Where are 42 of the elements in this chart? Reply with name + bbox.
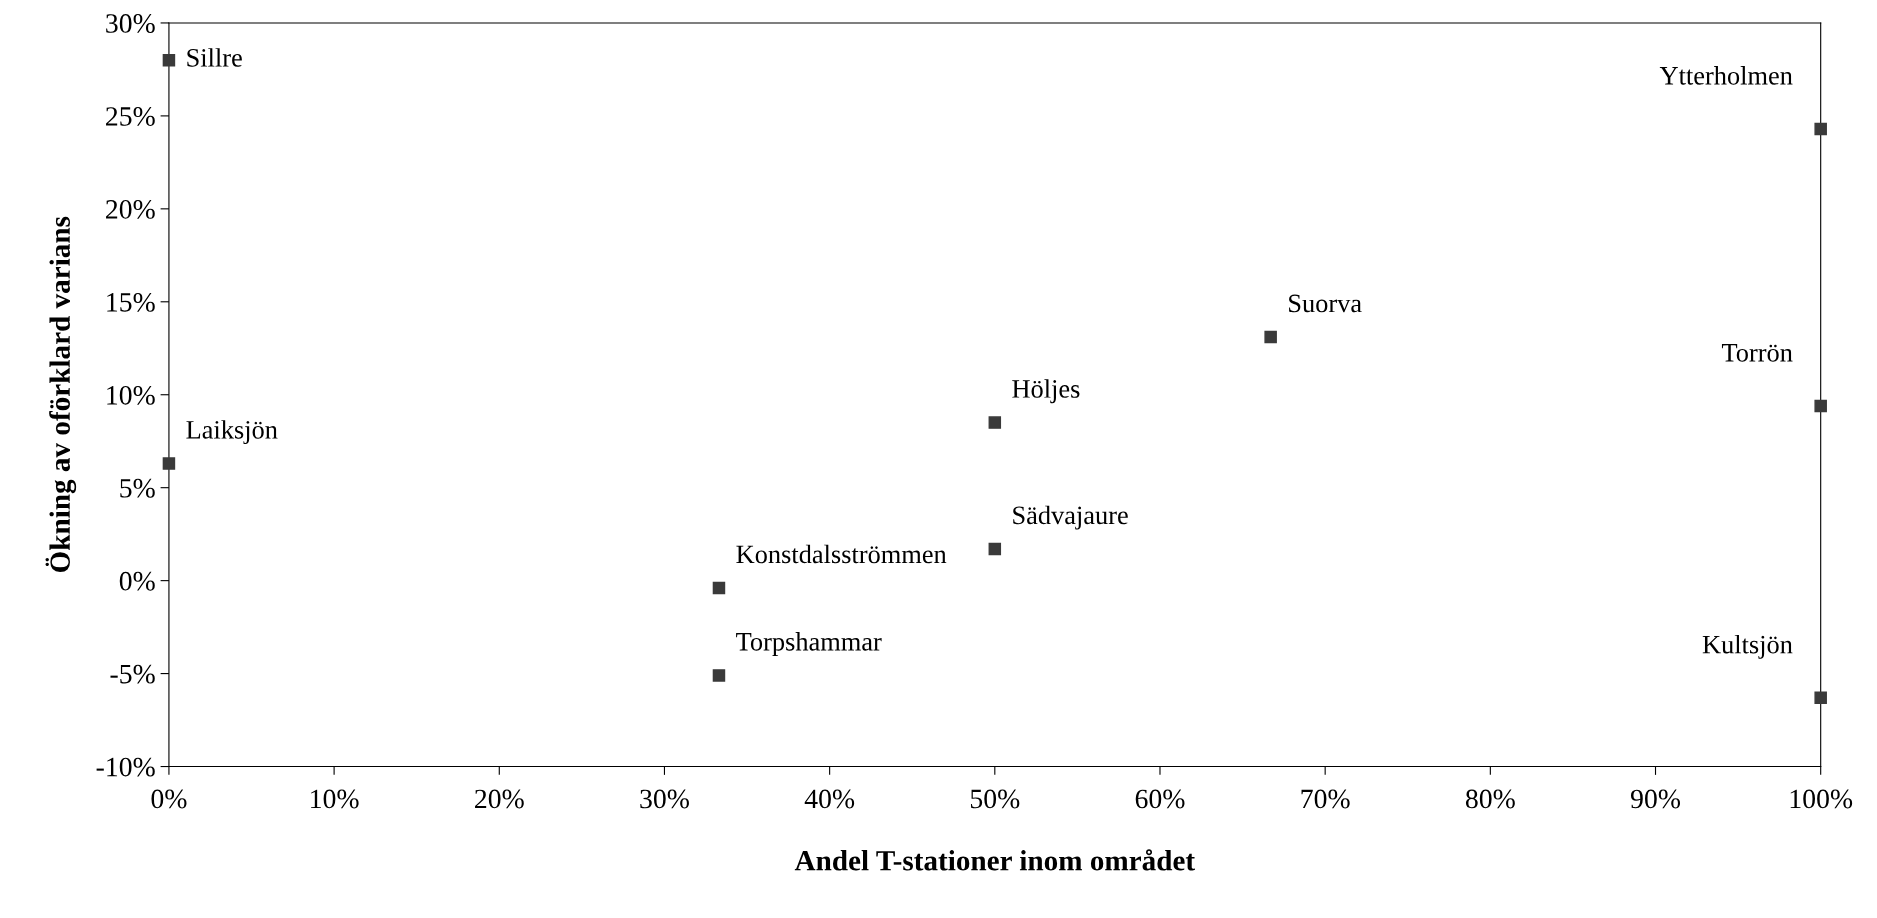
y-tick-label: 20% [106, 200, 155, 219]
point [712, 581, 726, 595]
annotation: Torrön [1721, 344, 1793, 362]
y-tick-label: 0% [119, 571, 155, 591]
point [712, 669, 726, 682]
annotation: Sädvajaure [1013, 505, 1128, 530]
y-tick-label: -10% [96, 757, 155, 777]
annotation: Höljes [1012, 379, 1080, 404]
y-axis-title: Ökning av oförklard varians [45, 216, 77, 572]
x-tick-label: 100% [1790, 789, 1853, 809]
annotation: Torpshammar [736, 632, 882, 656]
point [1264, 330, 1277, 344]
x-tick-label: 50% [970, 789, 1020, 809]
y-tick-label: 15% [107, 292, 155, 312]
x-tick-label: 30% [640, 789, 689, 809]
y-tick-label: -5% [110, 664, 155, 684]
x-tick-label: 60% [1135, 789, 1185, 809]
x-tick-label: 20% [475, 789, 524, 809]
annotation: Sillre [187, 48, 242, 67]
x-tick-label: 70% [1301, 789, 1350, 809]
point [1814, 691, 1827, 704]
y-tick-label: 30% [106, 14, 155, 33]
x-tick-label: 40% [804, 789, 855, 809]
x-tick-label: 0% [151, 789, 187, 809]
annotation: Laiksjön [186, 420, 278, 445]
point [988, 542, 1002, 556]
point [162, 53, 176, 67]
point [988, 416, 1002, 429]
y-tick-label: 10% [107, 385, 155, 405]
x-axis-title: Andel T-stationer inom området [794, 849, 1195, 871]
annotation: Ytterholmen [1659, 66, 1793, 85]
x-tick-label: 80% [1465, 789, 1515, 809]
x-tick-label: 90% [1630, 789, 1681, 809]
y-tick-label: 25% [106, 107, 155, 126]
y-tick-label: 5% [120, 478, 155, 498]
x-tick-label: 10% [311, 789, 359, 809]
point [1814, 122, 1827, 136]
point [1814, 399, 1827, 413]
annotation: Kultsjön [1702, 634, 1793, 659]
annotation: Suorva [1289, 294, 1362, 313]
point [162, 457, 176, 470]
annotation: Konstdalsströmmen [736, 544, 947, 564]
